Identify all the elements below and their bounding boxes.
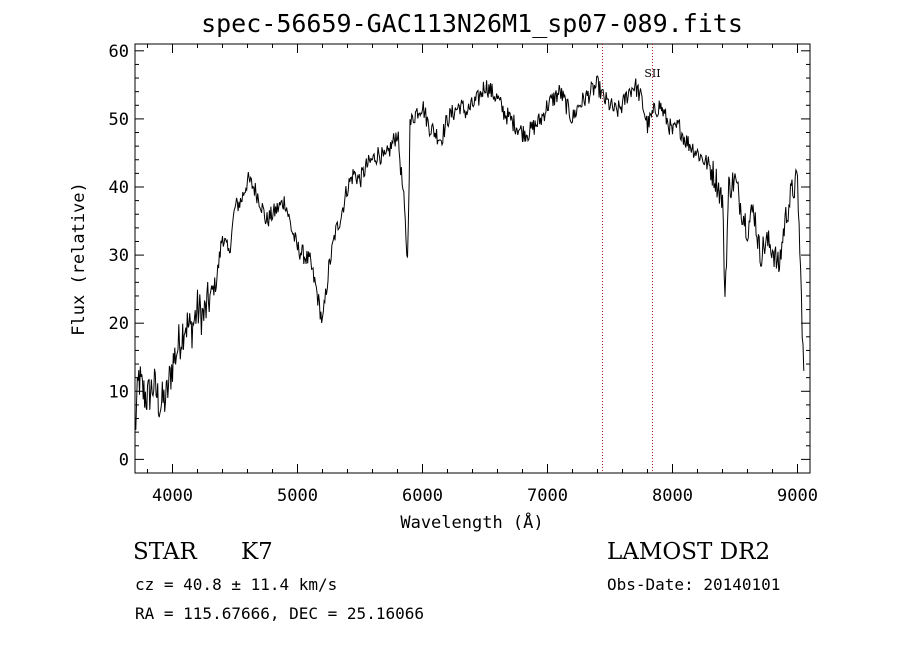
y-tick-label: 30 xyxy=(109,246,129,266)
y-tick-label: 40 xyxy=(109,178,129,198)
plot-frame xyxy=(134,43,811,474)
ra-dec-coordinates: RA = 115.67666, DEC = 25.16066 xyxy=(135,604,424,623)
observation-date: Obs-Date: 20140101 xyxy=(607,575,780,594)
x-tick-label: 5000 xyxy=(277,486,318,506)
spectrum-line xyxy=(134,75,805,430)
y-axis-ticks: 0 10 20 30 40 50 60 xyxy=(109,42,810,470)
redshift-velocity: cz = 40.8 ± 11.4 km/s xyxy=(135,575,337,594)
x-tick-label: 6000 xyxy=(402,486,443,506)
x-tick-label: 8000 xyxy=(652,486,693,506)
emission-line-label: SII xyxy=(644,67,660,80)
annotation-lines: SII xyxy=(602,44,661,473)
y-tick-label: 0 xyxy=(119,450,129,470)
chart-title: spec-56659-GAC113N26M1_sp07-089.fits xyxy=(201,9,743,38)
object-class: STAR xyxy=(133,539,197,565)
y-tick-label: 10 xyxy=(109,382,129,402)
y-tick-label: 20 xyxy=(109,314,129,334)
object-subclass: K7 xyxy=(241,539,273,565)
y-tick-label: 60 xyxy=(109,42,129,62)
y-axis-label: Flux (relative) xyxy=(69,182,89,336)
x-axis-ticks: 4000 5000 6000 7000 8000 9000 xyxy=(147,44,818,506)
y-tick-label: 50 xyxy=(109,110,129,130)
survey-name: LAMOST DR2 xyxy=(607,539,770,565)
x-tick-label: 7000 xyxy=(527,486,568,506)
x-tick-label: 9000 xyxy=(777,486,818,506)
x-tick-label: 4000 xyxy=(152,486,193,506)
x-axis-label: Wavelength (Å) xyxy=(400,511,543,533)
